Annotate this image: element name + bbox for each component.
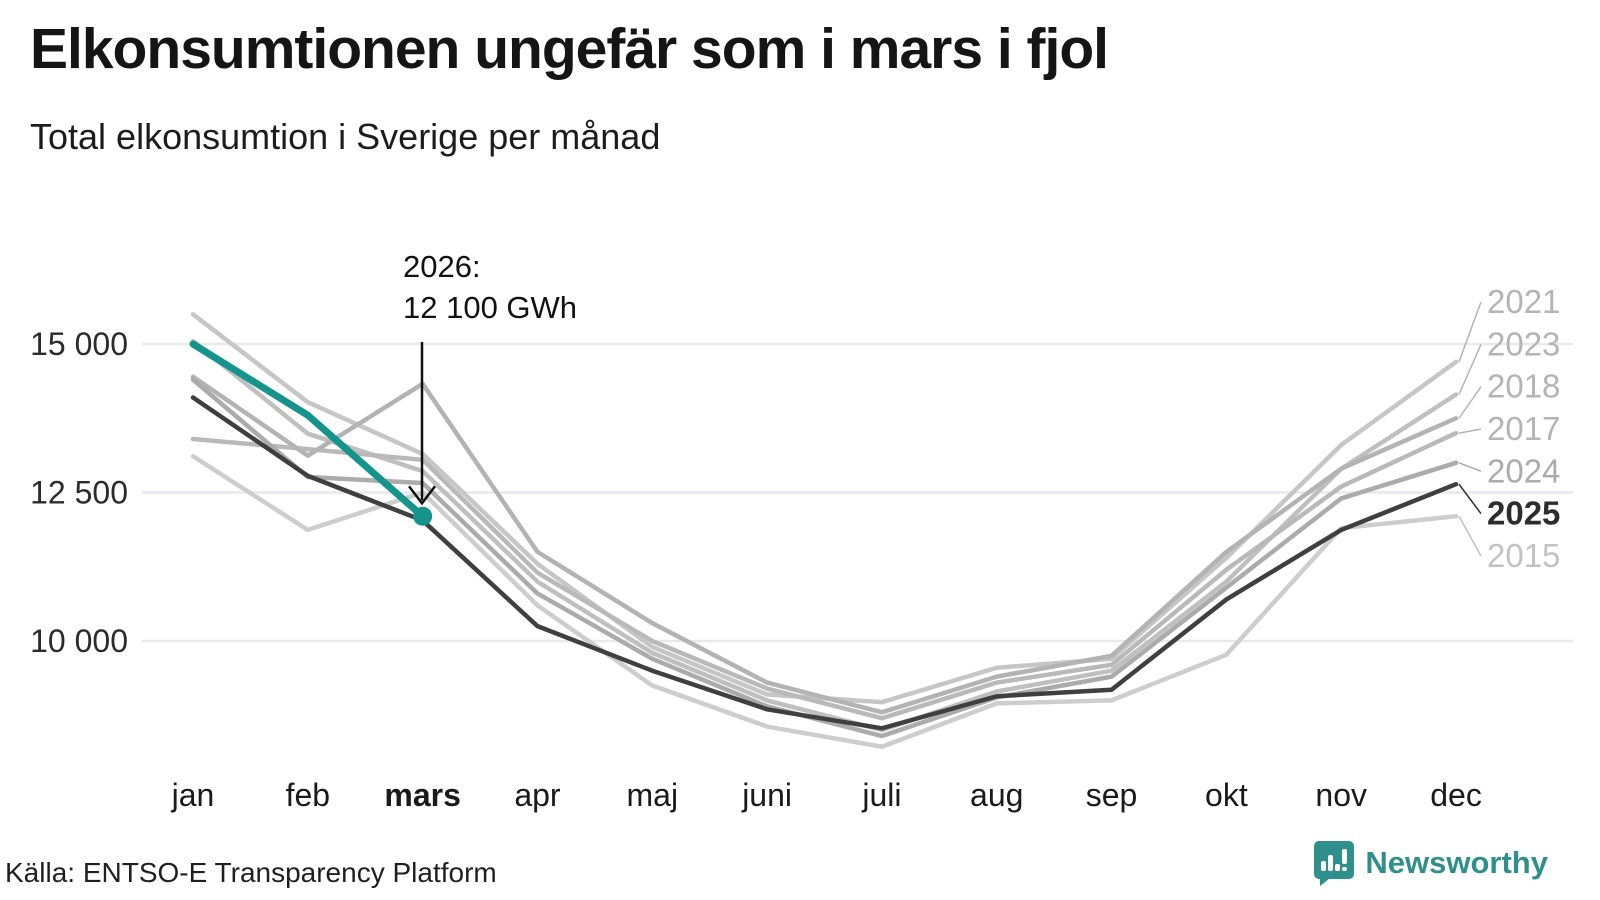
x-axis-label-sep: sep bbox=[1086, 777, 1138, 813]
chart-title: Elkonsumtionen ungefär som i mars i fjol bbox=[30, 17, 1109, 81]
year-label-2021: 2021 bbox=[1487, 283, 1560, 320]
line-2023 bbox=[190, 338, 1459, 733]
year-label-2015: 2015 bbox=[1487, 537, 1560, 574]
x-axis-label-aug: aug bbox=[970, 777, 1023, 813]
newsworthy-logo-icon bbox=[1314, 841, 1355, 886]
year-label-2017: 2017 bbox=[1487, 410, 1560, 447]
label-leader-2025 bbox=[1458, 483, 1482, 515]
label-leader-2024 bbox=[1458, 462, 1482, 473]
y-axis-label-12500: 12 500 bbox=[30, 475, 128, 511]
source-attribution: Källa: ENTSO-E Transparency Platform bbox=[5, 857, 497, 888]
annotation-label: 2026: 12 100 GWh bbox=[403, 246, 577, 328]
label-leader-2017 bbox=[1458, 428, 1482, 434]
line-2018 bbox=[190, 374, 1459, 715]
annotation-year: 2026: bbox=[403, 249, 481, 284]
year-label-2023: 2023 bbox=[1487, 325, 1560, 362]
x-axis-label-maj: maj bbox=[626, 777, 678, 813]
x-axis-label-apr: apr bbox=[514, 777, 561, 813]
line-2025 bbox=[190, 395, 1459, 731]
chart-subtitle: Total elkonsumtion i Sverige per månad bbox=[30, 116, 661, 157]
annotated-data-point bbox=[413, 506, 433, 526]
x-axis-label-mars: mars bbox=[384, 777, 461, 813]
newsworthy-logo: Newsworthy bbox=[1313, 840, 1548, 886]
year-label-2018: 2018 bbox=[1487, 368, 1560, 405]
line-2021 bbox=[190, 312, 1459, 705]
annotation-value: 12 100 GWh bbox=[403, 290, 578, 325]
line-2026 bbox=[189, 340, 427, 520]
label-leader-2018 bbox=[1458, 386, 1482, 419]
line-2017 bbox=[190, 430, 1459, 721]
year-label-2024: 2024 bbox=[1487, 452, 1560, 489]
label-leader-2021 bbox=[1458, 301, 1482, 363]
x-axis-label-jan: jan bbox=[171, 777, 215, 813]
x-axis-label-juni: juni bbox=[741, 777, 792, 813]
label-leader-2015 bbox=[1458, 515, 1482, 557]
line-2024 bbox=[190, 377, 1459, 739]
newsworthy-logo-text: Newsworthy bbox=[1365, 845, 1548, 880]
x-axis-label-juli: juli bbox=[861, 777, 901, 813]
x-axis-label-dec: dec bbox=[1430, 777, 1482, 813]
x-axis-label-okt: okt bbox=[1205, 777, 1248, 813]
y-axis-label-15000: 15 000 bbox=[30, 326, 128, 362]
x-axis-label-feb: feb bbox=[286, 777, 330, 813]
annotation-arrow-head bbox=[408, 485, 436, 506]
label-leader-2023 bbox=[1458, 344, 1482, 395]
year-label-2025: 2025 bbox=[1487, 495, 1560, 532]
x-axis-label-nov: nov bbox=[1315, 777, 1367, 813]
y-axis-label-10000: 10 000 bbox=[30, 623, 128, 659]
